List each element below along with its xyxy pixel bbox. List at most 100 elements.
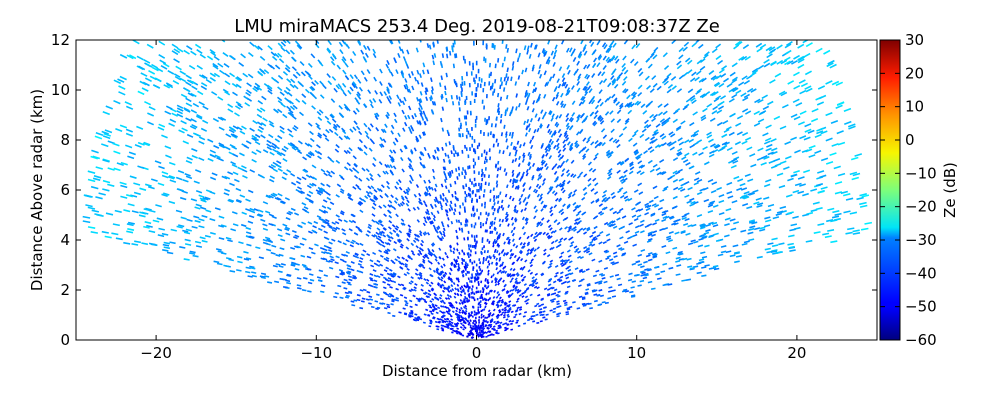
- reflectivity-cell: [496, 296, 498, 298]
- reflectivity-cell: [414, 194, 416, 197]
- reflectivity-cell: [493, 314, 495, 316]
- reflectivity-cell: [708, 205, 713, 207]
- reflectivity-cell: [189, 66, 195, 69]
- reflectivity-cell: [329, 242, 333, 244]
- reflectivity-cell: [353, 156, 356, 159]
- reflectivity-cell: [499, 150, 500, 154]
- reflectivity-cell: [96, 133, 103, 136]
- reflectivity-cell: [327, 184, 331, 187]
- reflectivity-cell: [498, 294, 500, 296]
- reflectivity-cell: [547, 255, 550, 257]
- reflectivity-cell: [633, 244, 637, 246]
- reflectivity-cell: [722, 66, 727, 70]
- reflectivity-cell: [498, 195, 499, 198]
- reflectivity-cell: [806, 241, 813, 242]
- reflectivity-cell: [551, 141, 553, 144]
- reflectivity-cell: [250, 128, 255, 131]
- reflectivity-cell: [836, 105, 843, 108]
- reflectivity-cell: [435, 322, 438, 323]
- reflectivity-cell: [555, 193, 557, 196]
- reflectivity-cell: [739, 82, 744, 85]
- reflectivity-cell: [349, 220, 352, 222]
- reflectivity-cell: [454, 79, 455, 83]
- reflectivity-cell: [308, 123, 312, 126]
- reflectivity-cell: [278, 97, 282, 100]
- reflectivity-cell: [444, 321, 446, 322]
- reflectivity-cell: [428, 290, 430, 292]
- reflectivity-cell: [574, 71, 576, 75]
- reflectivity-cell: [490, 326, 492, 327]
- reflectivity-cell: [409, 106, 411, 110]
- reflectivity-cell: [552, 114, 554, 118]
- reflectivity-cell: [483, 291, 484, 293]
- reflectivity-cell: [459, 267, 460, 270]
- reflectivity-cell: [458, 256, 459, 259]
- reflectivity-cell: [416, 269, 418, 271]
- reflectivity-cell: [643, 278, 647, 279]
- reflectivity-cell: [441, 266, 443, 268]
- reflectivity-cell: [527, 249, 529, 251]
- reflectivity-cell: [502, 63, 503, 67]
- reflectivity-cell: [677, 65, 681, 69]
- reflectivity-cell: [380, 255, 383, 257]
- reflectivity-cell: [416, 320, 419, 321]
- reflectivity-cell: [590, 235, 593, 237]
- reflectivity-cell: [420, 174, 422, 177]
- reflectivity-cell: [690, 78, 695, 82]
- reflectivity-cell: [283, 72, 287, 76]
- reflectivity-cell: [218, 251, 224, 252]
- reflectivity-cell: [529, 128, 531, 132]
- reflectivity-cell: [640, 224, 644, 226]
- reflectivity-cell: [433, 225, 435, 228]
- reflectivity-cell: [669, 232, 674, 234]
- reflectivity-cell: [519, 198, 521, 201]
- reflectivity-cell: [411, 281, 414, 283]
- reflectivity-cell: [638, 285, 642, 286]
- colorbar-tick-label: −10: [905, 164, 937, 182]
- reflectivity-cell: [242, 170, 247, 172]
- reflectivity-cell: [531, 316, 534, 317]
- reflectivity-cell: [567, 181, 570, 184]
- reflectivity-cell: [385, 194, 388, 197]
- reflectivity-cell: [458, 332, 460, 333]
- reflectivity-cell: [534, 189, 536, 192]
- reflectivity-cell: [310, 131, 314, 134]
- reflectivity-cell: [95, 136, 102, 138]
- reflectivity-cell: [319, 110, 323, 113]
- reflectivity-cell: [516, 186, 517, 189]
- reflectivity-cell: [442, 316, 444, 317]
- reflectivity-cell: [503, 315, 505, 316]
- reflectivity-cell: [495, 228, 496, 231]
- reflectivity-cell: [411, 251, 413, 253]
- reflectivity-cell: [787, 212, 793, 214]
- reflectivity-cell: [88, 207, 95, 209]
- reflectivity-cell: [497, 237, 498, 240]
- reflectivity-cell: [483, 319, 484, 321]
- reflectivity-cell: [450, 184, 451, 187]
- reflectivity-cell: [747, 179, 753, 181]
- reflectivity-cell: [217, 158, 222, 160]
- reflectivity-cell: [445, 179, 446, 182]
- reflectivity-cell: [498, 201, 499, 204]
- reflectivity-cell: [448, 217, 449, 220]
- reflectivity-cell: [350, 87, 353, 91]
- reflectivity-cell: [309, 191, 313, 193]
- reflectivity-cell: [409, 74, 411, 78]
- reflectivity-cell: [186, 176, 192, 178]
- reflectivity-cell: [533, 89, 534, 93]
- reflectivity-cell: [616, 59, 619, 63]
- reflectivity-cell: [440, 295, 442, 297]
- reflectivity-cell: [723, 121, 728, 124]
- reflectivity-cell: [445, 252, 446, 255]
- reflectivity-cell: [539, 309, 542, 310]
- reflectivity-cell: [373, 49, 375, 53]
- reflectivity-cell: [436, 197, 437, 200]
- reflectivity-cell: [507, 310, 509, 311]
- reflectivity-cell: [424, 301, 427, 302]
- reflectivity-cell: [125, 102, 132, 105]
- reflectivity-cell: [517, 307, 519, 308]
- reflectivity-cell: [457, 249, 458, 252]
- reflectivity-cell: [370, 299, 373, 300]
- reflectivity-cell: [273, 149, 278, 152]
- reflectivity-cell: [219, 127, 224, 130]
